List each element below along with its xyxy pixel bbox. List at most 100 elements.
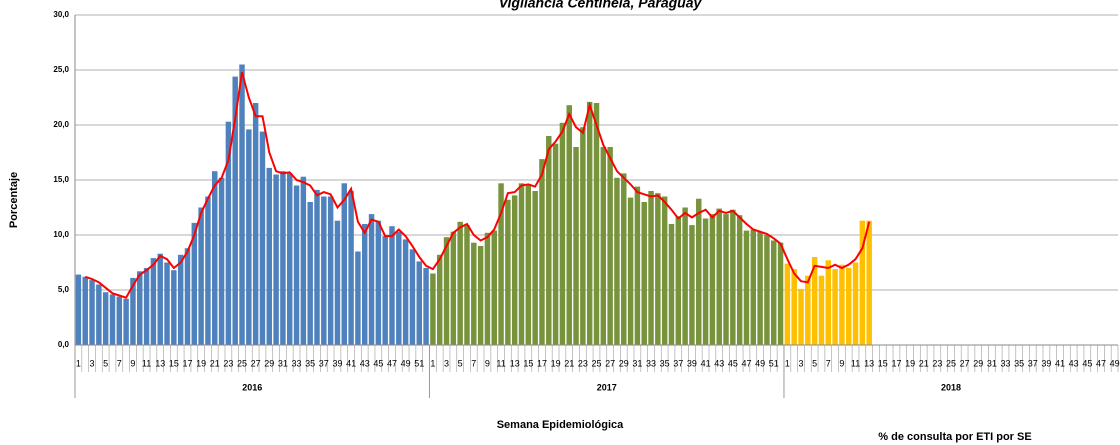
bar: [805, 275, 811, 345]
x-tick-label: 13: [510, 358, 520, 368]
bar: [423, 268, 429, 345]
x-tick-label: 41: [701, 358, 711, 368]
bar: [116, 296, 123, 345]
x-tick-label: 17: [182, 358, 192, 368]
bar: [586, 101, 593, 346]
bar: [546, 136, 552, 345]
bar: [409, 249, 416, 345]
x-tick-label: 27: [960, 358, 970, 368]
bar: [402, 239, 409, 345]
x-tick-label: 19: [905, 358, 915, 368]
bar: [600, 147, 607, 345]
bar: [334, 220, 341, 345]
bar: [75, 274, 82, 345]
group-label: 2017: [597, 382, 617, 392]
bar: [205, 196, 211, 345]
bar: [505, 199, 511, 345]
x-tick-label: 25: [237, 358, 247, 368]
bar: [280, 171, 286, 345]
bar: [477, 246, 484, 345]
bar: [648, 191, 654, 345]
x-tick-label: 11: [142, 358, 151, 368]
bar: [791, 269, 797, 345]
x-tick-label: 41: [346, 358, 356, 368]
x-tick-label: 19: [551, 358, 561, 368]
x-tick-label: 3: [444, 358, 449, 368]
bar: [443, 237, 450, 345]
bar: [614, 177, 620, 345]
bar: [573, 147, 579, 345]
bar: [150, 258, 157, 345]
bar: [327, 196, 334, 345]
bar: [259, 131, 266, 345]
bar: [246, 129, 252, 345]
x-tick-label: 33: [292, 358, 302, 368]
x-tick-label: 35: [660, 358, 670, 368]
x-tick-label: 25: [591, 358, 601, 368]
bar: [607, 147, 613, 345]
x-tick-label: 25: [946, 358, 956, 368]
x-tick-label: 5: [103, 358, 108, 368]
x-tick-label: 5: [458, 358, 463, 368]
x-tick-label: 33: [646, 358, 656, 368]
x-tick-label: 47: [387, 358, 397, 368]
bar: [777, 242, 784, 345]
bar: [634, 186, 641, 345]
x-tick-label: 23: [223, 358, 233, 368]
x-tick-label: 1: [785, 358, 790, 368]
bar: [580, 127, 586, 345]
bar: [321, 196, 327, 345]
bar: [430, 273, 436, 345]
bar: [212, 171, 218, 345]
bar: [655, 193, 661, 345]
trend-line: [84, 71, 871, 299]
bar: [82, 276, 88, 345]
y-tick-label: 30,0: [53, 10, 69, 19]
bar: [396, 231, 402, 345]
bar: [450, 231, 457, 345]
x-tick-label: 37: [1028, 358, 1038, 368]
x-tick-label: 7: [826, 358, 831, 368]
bar: [218, 177, 225, 345]
x-tick-label: 3: [90, 358, 95, 368]
x-tick-label: 1: [76, 358, 81, 368]
y-tick-label: 5,0: [58, 285, 70, 294]
x-tick-label: 43: [1069, 358, 1079, 368]
bar: [232, 76, 238, 345]
bar: [266, 167, 273, 345]
bar: [389, 226, 395, 345]
x-tick-label: 37: [319, 358, 329, 368]
x-tick-label: 13: [155, 358, 165, 368]
x-tick-label: 9: [130, 358, 135, 368]
bar: [130, 277, 136, 345]
x-tick-label: 7: [117, 358, 122, 368]
bar: [198, 207, 204, 345]
x-tick-label: 3: [799, 358, 804, 368]
bar: [750, 229, 757, 345]
y-tick-label: 0,0: [58, 340, 70, 349]
x-tick-label: 11: [496, 358, 505, 368]
bar: [771, 240, 777, 345]
bar: [736, 215, 743, 345]
y-tick-label: 15,0: [53, 175, 69, 184]
bar: [723, 214, 729, 345]
bar: [102, 292, 109, 345]
x-tick-label: 15: [523, 358, 533, 368]
x-tick-label: 43: [360, 358, 370, 368]
x-tick-label: 21: [564, 358, 574, 368]
x-tick-label: 45: [373, 358, 383, 368]
bar: [559, 122, 566, 345]
bar: [89, 280, 95, 345]
x-tick-label: 9: [839, 358, 844, 368]
x-tick-label: 1: [430, 358, 435, 368]
bar: [668, 224, 675, 345]
x-tick-label: 45: [1082, 358, 1092, 368]
bar: [225, 121, 232, 345]
bar: [252, 103, 259, 345]
bar: [525, 185, 532, 345]
bar: [621, 173, 627, 345]
bar: [846, 268, 852, 345]
bar: [177, 254, 184, 345]
